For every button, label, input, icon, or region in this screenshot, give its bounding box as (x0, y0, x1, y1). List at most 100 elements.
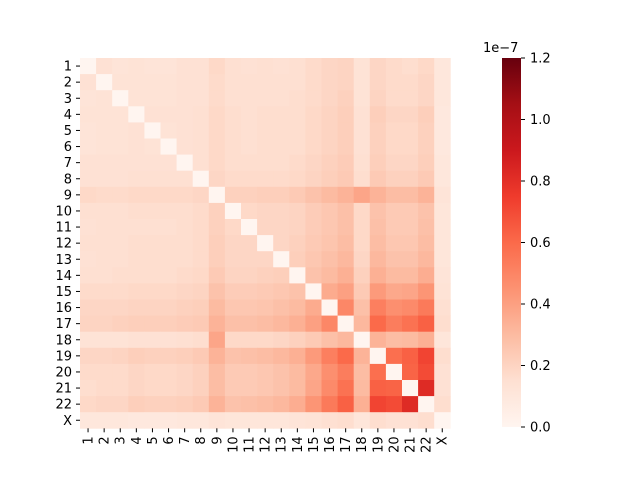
heatmap-cell (273, 251, 290, 268)
heatmap-cell (128, 186, 145, 204)
heatmap-cell (321, 74, 338, 91)
heatmap-cell (353, 74, 371, 91)
heatmap-cell (80, 380, 97, 397)
heatmap-cell (385, 90, 403, 107)
heatmap-cell (369, 74, 387, 91)
heatmap-cell (273, 347, 290, 365)
heatmap-cell (241, 170, 258, 188)
heatmap-cell (321, 412, 338, 429)
heatmap-cell (305, 396, 322, 413)
heatmap-cell (192, 347, 210, 365)
heatmap-cell (418, 396, 435, 413)
heatmap-cell (305, 106, 322, 123)
heatmap-cell (305, 251, 322, 268)
heatmap-cell (208, 106, 226, 123)
heatmap-cell (144, 363, 161, 381)
heatmap-cell (305, 283, 322, 300)
heatmap-cell (208, 219, 226, 236)
heatmap-cell (128, 219, 145, 236)
heatmap-cell (257, 58, 274, 75)
heatmap-cell (402, 267, 419, 284)
heatmap-cell (128, 90, 145, 107)
heatmap-cell (144, 122, 161, 139)
heatmap-cell (192, 186, 210, 204)
heatmap-cell (434, 138, 451, 155)
heatmap-cell (128, 331, 145, 349)
heatmap-cell (144, 138, 161, 155)
heatmap-cell (273, 412, 290, 429)
heatmap-cell (192, 267, 210, 284)
colorbar-axis: 0.0 0.2 0.4 0.6 0.8 1.0 1.2 (521, 52, 551, 436)
heatmap-cell (321, 202, 338, 220)
heatmap-cell (208, 396, 226, 413)
heatmap-cell (402, 90, 419, 107)
heatmap-cells (80, 58, 451, 429)
heatmap-cell (112, 219, 129, 236)
x-tick-label: 10 (226, 436, 241, 453)
heatmap-cell (321, 251, 338, 268)
y-tick-label: 19 (55, 349, 72, 364)
heatmap-cell (160, 90, 177, 107)
y-tick-label: 22 (55, 398, 72, 413)
heatmap-cell (337, 170, 355, 188)
heatmap-cell (289, 315, 306, 333)
heatmap-cell (337, 106, 355, 123)
heatmap-cell (112, 138, 129, 155)
heatmap-cell (273, 122, 290, 139)
heatmap-cell (418, 299, 435, 316)
heatmap-cell (402, 283, 419, 300)
heatmap-cell (385, 235, 403, 252)
heatmap-cell (176, 396, 194, 413)
heatmap-cell (418, 74, 435, 91)
heatmap-cell (80, 74, 97, 91)
colorbar-offset-text: 1e−7 (483, 41, 518, 56)
heatmap-cell (112, 186, 129, 204)
heatmap-cell (192, 331, 210, 349)
heatmap-cell (434, 267, 451, 284)
heatmap-cell (160, 58, 177, 75)
heatmap-cell (289, 106, 306, 123)
heatmap-cell (224, 170, 242, 188)
heatmap-cell (321, 235, 338, 252)
heatmap-cell (128, 396, 145, 413)
heatmap-cell (353, 170, 371, 188)
heatmap-cell (273, 235, 290, 252)
y-tick-label: 1 (64, 60, 72, 75)
heatmap-cell (353, 412, 371, 429)
heatmap-cell (402, 154, 419, 172)
heatmap-cell (241, 219, 258, 236)
heatmap-cell (96, 315, 113, 333)
heatmap-cell (241, 315, 258, 333)
heatmap-cell (337, 380, 355, 397)
heatmap-cell (321, 380, 338, 397)
heatmap-cell (80, 186, 97, 204)
heatmap-cell (402, 106, 419, 123)
heatmap-cell (176, 106, 194, 123)
x-tick-label: 20 (387, 436, 402, 453)
heatmap-cell (385, 251, 403, 268)
heatmap-cell (144, 202, 161, 220)
heatmap-cell (337, 154, 355, 172)
heatmap-cell (418, 331, 435, 349)
y-tick-label: 18 (55, 333, 72, 348)
heatmap-cell (80, 363, 97, 381)
colorbar-tick-label: 1.2 (530, 52, 551, 67)
heatmap-cell (321, 267, 338, 284)
heatmap-cell (385, 154, 403, 172)
heatmap-cell (321, 154, 338, 172)
x-tick-label: 15 (307, 436, 322, 453)
heatmap-cell (112, 412, 129, 429)
heatmap-cell (176, 74, 194, 91)
heatmap-cell (144, 235, 161, 252)
heatmap-cell (305, 122, 322, 139)
heatmap-cell (160, 122, 177, 139)
heatmap-cell (80, 267, 97, 284)
heatmap-cell (208, 267, 226, 284)
y-tick-label: 7 (64, 156, 72, 171)
heatmap-cell (176, 363, 194, 381)
heatmap-cell (369, 202, 387, 220)
heatmap-cell (176, 267, 194, 284)
heatmap-cell (337, 299, 355, 316)
heatmap-cell (305, 170, 322, 188)
heatmap-cell (353, 202, 371, 220)
